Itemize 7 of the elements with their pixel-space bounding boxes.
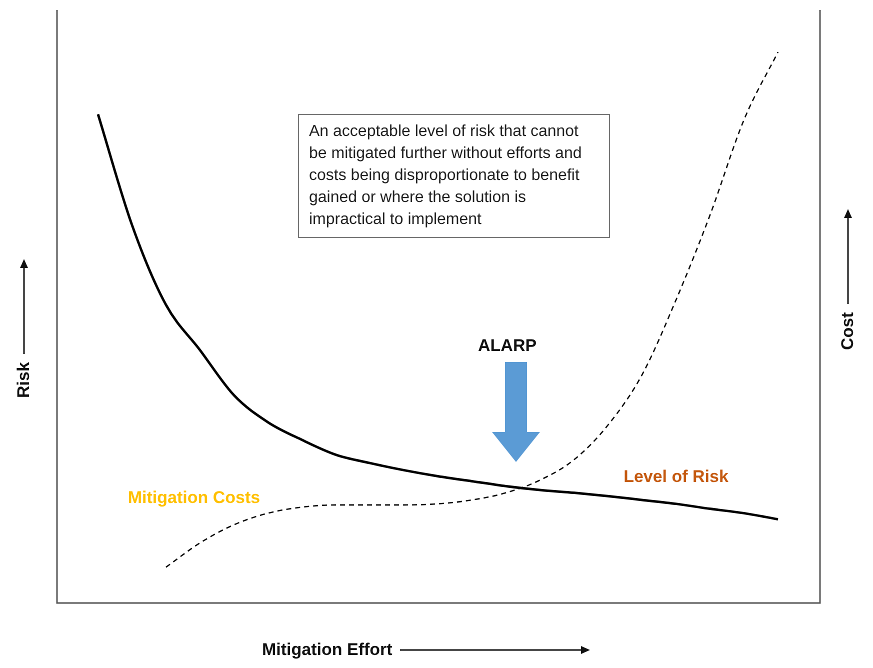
series-label: Mitigation Costs xyxy=(128,488,260,507)
y-axis-title: Risk xyxy=(14,362,34,398)
annotation: An acceptable level of risk that cannot be mitigated further without efforts and costs being disproportionate to benefit gained or where the solution is impractical to implement xyxy=(298,114,610,238)
series-label: Level of Risk xyxy=(624,467,729,486)
x-axis-title: Mitigation Effort xyxy=(262,640,392,660)
annotation: ALARP xyxy=(478,336,537,356)
y2-axis-title: Cost xyxy=(838,312,858,350)
